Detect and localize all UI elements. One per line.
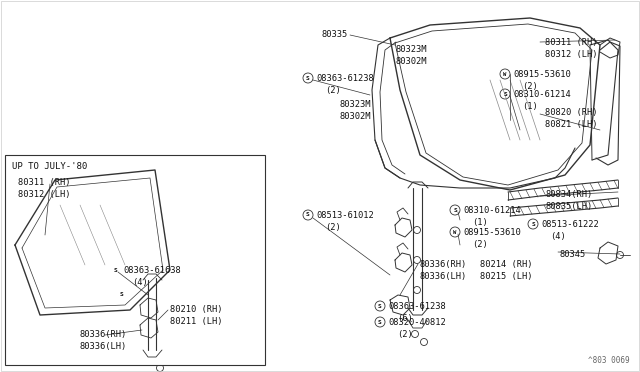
Text: (4): (4) bbox=[132, 278, 148, 287]
Text: 80835(LH): 80835(LH) bbox=[545, 202, 592, 211]
Text: 80215 (LH): 80215 (LH) bbox=[480, 272, 532, 281]
Text: S: S bbox=[120, 292, 124, 298]
Text: 80834(RH): 80834(RH) bbox=[545, 190, 592, 199]
Text: (2): (2) bbox=[325, 223, 340, 232]
Text: 08915-53610: 08915-53610 bbox=[463, 228, 521, 237]
Text: 08513-61012: 08513-61012 bbox=[316, 211, 374, 220]
Text: 80336(LH): 80336(LH) bbox=[80, 342, 127, 351]
Text: 08915-53610: 08915-53610 bbox=[513, 70, 571, 79]
Text: S: S bbox=[113, 267, 117, 273]
Text: 08320-40812: 08320-40812 bbox=[388, 318, 445, 327]
Text: (2): (2) bbox=[397, 330, 413, 339]
Text: 08310-61214: 08310-61214 bbox=[513, 90, 571, 99]
Text: (1): (1) bbox=[522, 102, 538, 111]
Text: S: S bbox=[503, 92, 507, 96]
Text: 80345: 80345 bbox=[560, 250, 586, 259]
Text: 80211 (LH): 80211 (LH) bbox=[170, 317, 223, 326]
Text: (1): (1) bbox=[472, 218, 488, 227]
Text: 80214 (RH): 80214 (RH) bbox=[480, 260, 532, 269]
Text: W: W bbox=[453, 230, 456, 234]
Text: 08363-61238: 08363-61238 bbox=[388, 302, 445, 311]
Text: 80336(RH): 80336(RH) bbox=[420, 260, 467, 269]
Text: (6): (6) bbox=[397, 314, 413, 323]
Text: 80323M: 80323M bbox=[395, 45, 426, 54]
Text: 80323M: 80323M bbox=[340, 100, 371, 109]
Text: 80311 (RH): 80311 (RH) bbox=[545, 38, 598, 47]
Text: (2): (2) bbox=[325, 86, 340, 95]
Text: 08363-61238: 08363-61238 bbox=[316, 74, 374, 83]
Text: ^803 0069: ^803 0069 bbox=[588, 356, 630, 365]
Text: 80210 (RH): 80210 (RH) bbox=[170, 305, 223, 314]
Text: S: S bbox=[453, 208, 457, 212]
Text: S: S bbox=[378, 304, 382, 308]
Text: 80302M: 80302M bbox=[395, 57, 426, 66]
Text: 80311 (RH): 80311 (RH) bbox=[18, 178, 70, 187]
Text: 80336(LH): 80336(LH) bbox=[420, 272, 467, 281]
Text: 80336(RH): 80336(RH) bbox=[80, 330, 127, 339]
Text: 80312 (LH): 80312 (LH) bbox=[18, 190, 70, 199]
Text: 08310-61214: 08310-61214 bbox=[463, 206, 521, 215]
Text: 80821 (LH): 80821 (LH) bbox=[545, 120, 598, 129]
Bar bbox=[5, 155, 265, 365]
Text: 80820 (RH): 80820 (RH) bbox=[545, 108, 598, 117]
Text: S: S bbox=[306, 212, 310, 218]
Text: 80302M: 80302M bbox=[340, 112, 371, 121]
Text: 80312 (LH): 80312 (LH) bbox=[545, 50, 598, 59]
Text: UP TO JULY-'80: UP TO JULY-'80 bbox=[12, 162, 87, 171]
Text: 08363-61638: 08363-61638 bbox=[123, 266, 180, 275]
Text: (2): (2) bbox=[522, 82, 538, 91]
Text: (2): (2) bbox=[472, 240, 488, 249]
Text: W: W bbox=[504, 71, 507, 77]
Text: S: S bbox=[531, 221, 535, 227]
Text: 08513-61222: 08513-61222 bbox=[541, 220, 599, 229]
Text: (4): (4) bbox=[550, 232, 566, 241]
Text: 80335: 80335 bbox=[322, 30, 348, 39]
Text: S: S bbox=[306, 76, 310, 80]
Text: S: S bbox=[378, 320, 382, 324]
